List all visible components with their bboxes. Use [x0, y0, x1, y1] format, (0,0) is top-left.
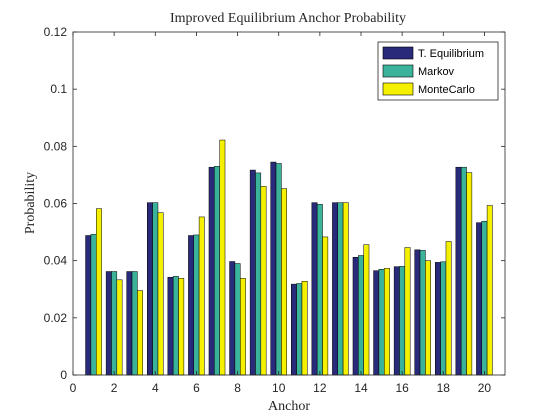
x-tick-label: 8: [234, 381, 241, 395]
bar: [425, 260, 431, 376]
y-tick-label: 0.08: [44, 139, 68, 153]
bar: [419, 250, 426, 376]
bar: [157, 212, 164, 376]
bar: [291, 283, 297, 376]
bar: [116, 279, 123, 376]
bar: [414, 249, 421, 376]
bar: [85, 235, 92, 376]
bar: [270, 161, 277, 376]
bar: [435, 262, 441, 376]
bar: [275, 163, 282, 376]
chart-title: Improved Equilibrium Anchor Probability: [170, 11, 406, 26]
bar: [111, 271, 118, 376]
bar: [342, 202, 349, 376]
bar: [301, 281, 308, 376]
x-tick-label: 0: [70, 381, 77, 395]
x-tick-label: 2: [111, 381, 118, 395]
y-axis-ticks: 0 0.02 0.04 0.06 0.08 0.1 0.12: [44, 25, 505, 382]
bar: [178, 278, 185, 376]
bar: [322, 236, 329, 376]
legend-swatch: [382, 46, 414, 60]
x-tick-label: 10: [272, 381, 286, 395]
legend-swatch: [382, 64, 414, 78]
bar: [126, 271, 133, 376]
bar: [486, 205, 493, 376]
bar: [337, 202, 344, 376]
bar: [384, 268, 390, 376]
bar: [404, 247, 411, 376]
y-tick-label: 0.12: [44, 25, 68, 39]
bar: [455, 166, 462, 376]
bar: [373, 270, 380, 376]
bar: [249, 169, 256, 376]
bar: [316, 204, 323, 376]
x-tick-label: 18: [437, 381, 451, 395]
bar: [208, 166, 215, 376]
bar: [137, 290, 143, 376]
legend-label: T. Equilibrium: [418, 48, 484, 60]
x-tick-label: 6: [193, 381, 200, 395]
x-tick-label: 20: [478, 381, 492, 395]
bar: [476, 222, 483, 376]
bar: [399, 266, 406, 376]
bar: [90, 234, 97, 376]
bar: [214, 166, 220, 376]
bar: [167, 277, 174, 376]
bar: [311, 202, 318, 376]
x-axis-label: Anchor: [268, 399, 310, 414]
legend-swatch: [382, 82, 414, 96]
bar: [188, 235, 195, 376]
legend-label: Markov: [418, 66, 455, 78]
bar: [481, 220, 488, 376]
y-tick-label: 0.06: [44, 197, 68, 211]
bar: [281, 188, 287, 376]
bar: [229, 261, 236, 376]
bar: [393, 266, 400, 376]
bar: [193, 234, 200, 376]
y-tick-label: 0.1: [50, 82, 67, 96]
bar: [352, 256, 359, 376]
x-tick-label: 12: [313, 381, 327, 395]
bar: [198, 216, 205, 376]
bar: [460, 166, 467, 376]
bar: [105, 271, 112, 376]
bar: [440, 261, 447, 376]
bar: [172, 276, 179, 376]
bar: [219, 139, 226, 376]
bar: [147, 202, 153, 376]
bar: [234, 263, 241, 376]
bar: [378, 268, 385, 376]
bar: [466, 172, 473, 376]
bar: [131, 271, 138, 376]
x-tick-label: 16: [395, 381, 409, 395]
x-tick-label: 14: [354, 381, 368, 395]
legend-label: MonteCarlo: [418, 84, 475, 96]
y-tick-label: 0: [60, 368, 67, 382]
legend: T. Equilibrium Markov MonteCarlo: [377, 41, 499, 101]
y-axis-label: Probability: [23, 172, 38, 234]
bar: [152, 202, 159, 376]
bar: [445, 241, 452, 376]
x-tick-label: 4: [152, 381, 159, 395]
bar: [240, 278, 246, 376]
y-tick-label: 0.02: [44, 311, 68, 325]
bar: [358, 255, 364, 376]
x-axis-ticks: 0 2 4 6 8 10 12 14 16 18 20: [70, 32, 492, 395]
bar: [255, 172, 262, 376]
bar: [96, 208, 102, 376]
bar: [332, 202, 339, 376]
y-tick-label: 0.04: [44, 254, 68, 268]
bar: [296, 283, 303, 376]
bar: [363, 244, 370, 376]
bar: [260, 186, 267, 376]
